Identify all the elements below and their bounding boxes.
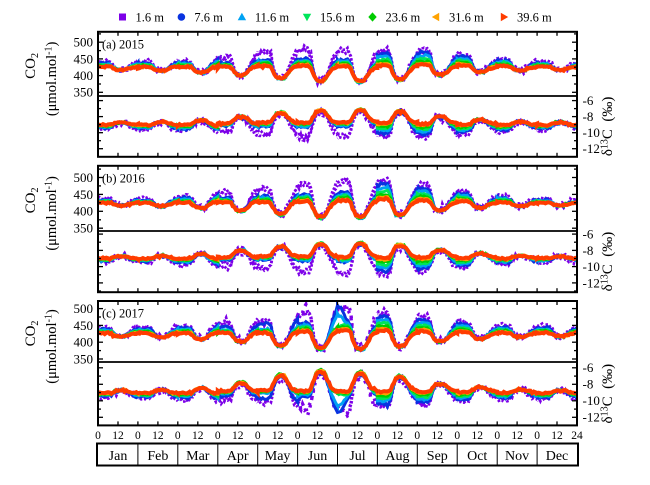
svg-text:0: 0 [295,430,301,442]
svg-text:-12: -12 [583,275,600,290]
svg-text:(μmol.mol-1): (μmol.mol-1) [44,176,61,251]
svg-text:CO2: CO2 [23,321,41,347]
svg-text:500: 500 [74,301,94,316]
svg-text:12: 12 [112,430,124,442]
svg-text:24: 24 [571,430,583,442]
svg-text:-10: -10 [583,259,600,274]
svg-text:500: 500 [74,170,94,185]
svg-text:11.6 m: 11.6 m [255,10,290,24]
svg-text:-10: -10 [583,125,600,140]
svg-text:12: 12 [392,430,404,442]
svg-text:12: 12 [152,430,164,442]
svg-text:400: 400 [74,335,94,350]
svg-text:0: 0 [95,430,101,442]
svg-text:May: May [265,449,291,464]
svg-text:Jul: Jul [349,449,365,464]
svg-text:-6: -6 [583,227,594,242]
svg-text:-6: -6 [583,360,594,375]
svg-text:12: 12 [432,430,444,442]
svg-text:(μmol.mol-1): (μmol.mol-1) [44,309,61,384]
svg-text:0: 0 [494,430,500,442]
svg-text:0: 0 [454,430,460,442]
svg-text:350: 350 [74,85,94,100]
svg-text:12: 12 [352,430,364,442]
svg-text:0: 0 [375,430,381,442]
svg-text:-10: -10 [583,393,600,408]
svg-text:450: 450 [74,318,94,333]
svg-text:12: 12 [551,430,563,442]
svg-text:450: 450 [74,51,94,66]
svg-text:(c) 2017: (c) 2017 [102,307,144,321]
svg-text:Dec: Dec [546,449,569,464]
svg-text:12: 12 [232,430,244,442]
svg-text:0: 0 [175,430,181,442]
svg-text:12: 12 [272,430,284,442]
svg-text:0: 0 [414,430,420,442]
svg-text:-8: -8 [583,109,594,124]
svg-text:0: 0 [534,430,540,442]
svg-text:39.6 m: 39.6 m [517,10,552,24]
svg-text:12: 12 [511,430,523,442]
svg-text:-6: -6 [583,93,594,108]
svg-text:CO2: CO2 [23,53,41,79]
svg-text:0: 0 [335,430,341,442]
svg-text:Sep: Sep [427,449,448,464]
svg-text:23.6 m: 23.6 m [386,10,421,24]
svg-text:(b) 2016: (b) 2016 [102,171,145,185]
svg-text:31.6 m: 31.6 m [449,10,484,24]
svg-text:0: 0 [215,430,221,442]
svg-text:12: 12 [471,430,483,442]
svg-text:0: 0 [135,430,141,442]
svg-text:15.6 m: 15.6 m [320,10,355,24]
svg-text:Jan: Jan [109,449,128,464]
svg-text:Oct: Oct [467,449,487,464]
svg-text:500: 500 [74,35,94,50]
svg-text:400: 400 [74,204,94,219]
svg-text:0: 0 [255,430,261,442]
svg-text:Aug: Aug [385,449,409,464]
svg-text:Mar: Mar [186,449,210,464]
svg-text:(a) 2015: (a) 2015 [102,37,144,51]
svg-text:Feb: Feb [147,449,168,464]
svg-text:-12: -12 [583,410,600,425]
svg-text:400: 400 [74,68,94,83]
svg-text:Apr: Apr [227,449,249,464]
svg-text:-8: -8 [583,377,594,392]
svg-text:Nov: Nov [505,449,529,464]
svg-text:1.6 m: 1.6 m [136,10,165,24]
svg-text:12: 12 [312,430,324,442]
svg-text:12: 12 [192,430,204,442]
svg-text:-12: -12 [583,141,600,156]
svg-text:Jun: Jun [308,449,327,464]
svg-text:350: 350 [74,221,94,236]
svg-text:350: 350 [74,351,94,366]
svg-text:7.6 m: 7.6 m [194,10,223,24]
svg-text:-8: -8 [583,243,594,258]
svg-text:CO2: CO2 [23,187,41,213]
svg-text:(μmol.mol-1): (μmol.mol-1) [44,41,61,116]
svg-text:450: 450 [74,187,94,202]
